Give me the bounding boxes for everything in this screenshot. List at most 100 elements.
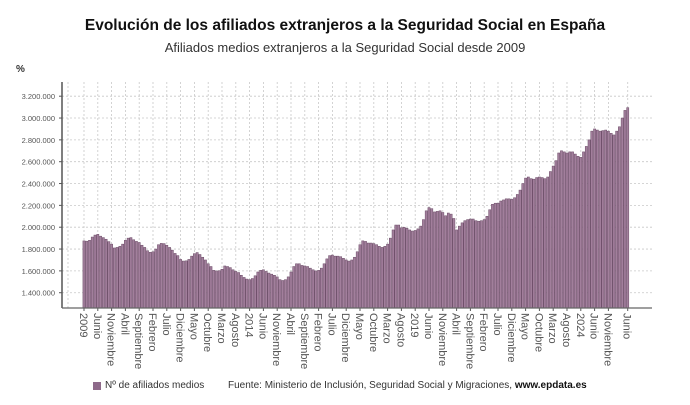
bar (308, 267, 312, 309)
source-site: www.epdata.es (514, 380, 587, 391)
bar (284, 279, 287, 309)
bar (604, 129, 607, 309)
bar (557, 152, 561, 309)
bar (292, 266, 296, 309)
bar (560, 150, 563, 309)
bar (493, 202, 497, 309)
bar (190, 255, 193, 309)
bar (615, 130, 619, 309)
bar (524, 177, 527, 309)
bar (195, 252, 199, 309)
bar (168, 247, 171, 309)
bar (361, 240, 365, 309)
bar (231, 269, 235, 309)
bar (463, 220, 467, 309)
bar (151, 251, 155, 309)
bar (90, 236, 94, 309)
x-tick-label: Agosto (394, 313, 406, 347)
bar (485, 216, 489, 309)
source-text: Fuente: Ministerio de Inclusión, Segurid… (228, 380, 515, 391)
bar (179, 259, 182, 309)
bar (228, 267, 232, 309)
bar (383, 246, 387, 309)
bar (408, 229, 412, 309)
bar (107, 241, 111, 309)
bar (320, 267, 323, 309)
bar (281, 280, 285, 309)
bar (104, 238, 108, 309)
bar (504, 198, 508, 309)
bar (400, 227, 403, 309)
bar (433, 211, 436, 309)
chart-title: Evolución de los afiliados extranjeros a… (84, 17, 606, 34)
x-tick-label: Marzo (215, 313, 227, 344)
bar (82, 240, 86, 309)
bar (596, 129, 599, 309)
bar (562, 151, 566, 309)
bar (159, 243, 163, 309)
y-tick-label: 1.400.000 (22, 289, 55, 298)
bar (413, 230, 417, 309)
bar (355, 251, 359, 309)
bar (452, 218, 456, 309)
bar (458, 225, 461, 309)
bar (259, 270, 262, 309)
bar (446, 212, 450, 309)
bar (187, 259, 191, 309)
bar (339, 256, 343, 309)
bar (295, 263, 298, 309)
source-note: Fuente: Ministerio de Inclusión, Segurid… (228, 380, 587, 391)
bar (620, 117, 624, 309)
bar (157, 244, 160, 309)
bar (372, 243, 376, 309)
bar (507, 198, 511, 309)
x-tick-label: Octubre (532, 313, 544, 352)
bar (350, 259, 354, 309)
x-tick-label: Julio (491, 313, 503, 336)
bar (444, 215, 447, 309)
bar (129, 237, 133, 309)
x-tick-label: Noviembre (270, 313, 282, 366)
x-tick-label: Junio (256, 313, 268, 339)
x-tick-label: Mayo (353, 313, 365, 340)
bar (148, 252, 152, 309)
bar (184, 260, 188, 309)
bar (568, 151, 572, 309)
bar (226, 266, 229, 309)
bar (353, 256, 356, 309)
bar (215, 270, 218, 309)
bar (193, 253, 196, 309)
bar (110, 243, 113, 309)
bar (612, 134, 616, 309)
bar (317, 270, 320, 309)
bar (135, 241, 138, 309)
x-tick-label: Mayo (519, 313, 531, 340)
y-axis-unit: % (16, 64, 25, 75)
bar (182, 260, 185, 309)
bar (124, 240, 127, 309)
x-tick-label: Julio (325, 313, 337, 336)
x-tick-label: 2019 (408, 313, 420, 337)
bar (253, 275, 257, 309)
bar (510, 199, 514, 309)
bar (601, 130, 605, 309)
x-tick-label: Agosto (229, 313, 241, 347)
bar (245, 278, 249, 309)
bar (206, 263, 210, 309)
bar (623, 110, 627, 309)
bar (543, 178, 547, 309)
bar (204, 259, 207, 309)
bar (264, 271, 268, 309)
x-tick-label: Diciembre (174, 313, 186, 363)
bar (466, 219, 469, 309)
bar (515, 194, 519, 309)
bar (460, 222, 464, 309)
x-tick-label: Noviembre (105, 313, 117, 366)
bar (336, 255, 340, 309)
x-tick-label: Julio (160, 313, 172, 336)
bar (143, 247, 147, 309)
bar (278, 279, 282, 309)
y-tick-label: 3.200.000 (22, 92, 55, 101)
bar (342, 258, 345, 309)
